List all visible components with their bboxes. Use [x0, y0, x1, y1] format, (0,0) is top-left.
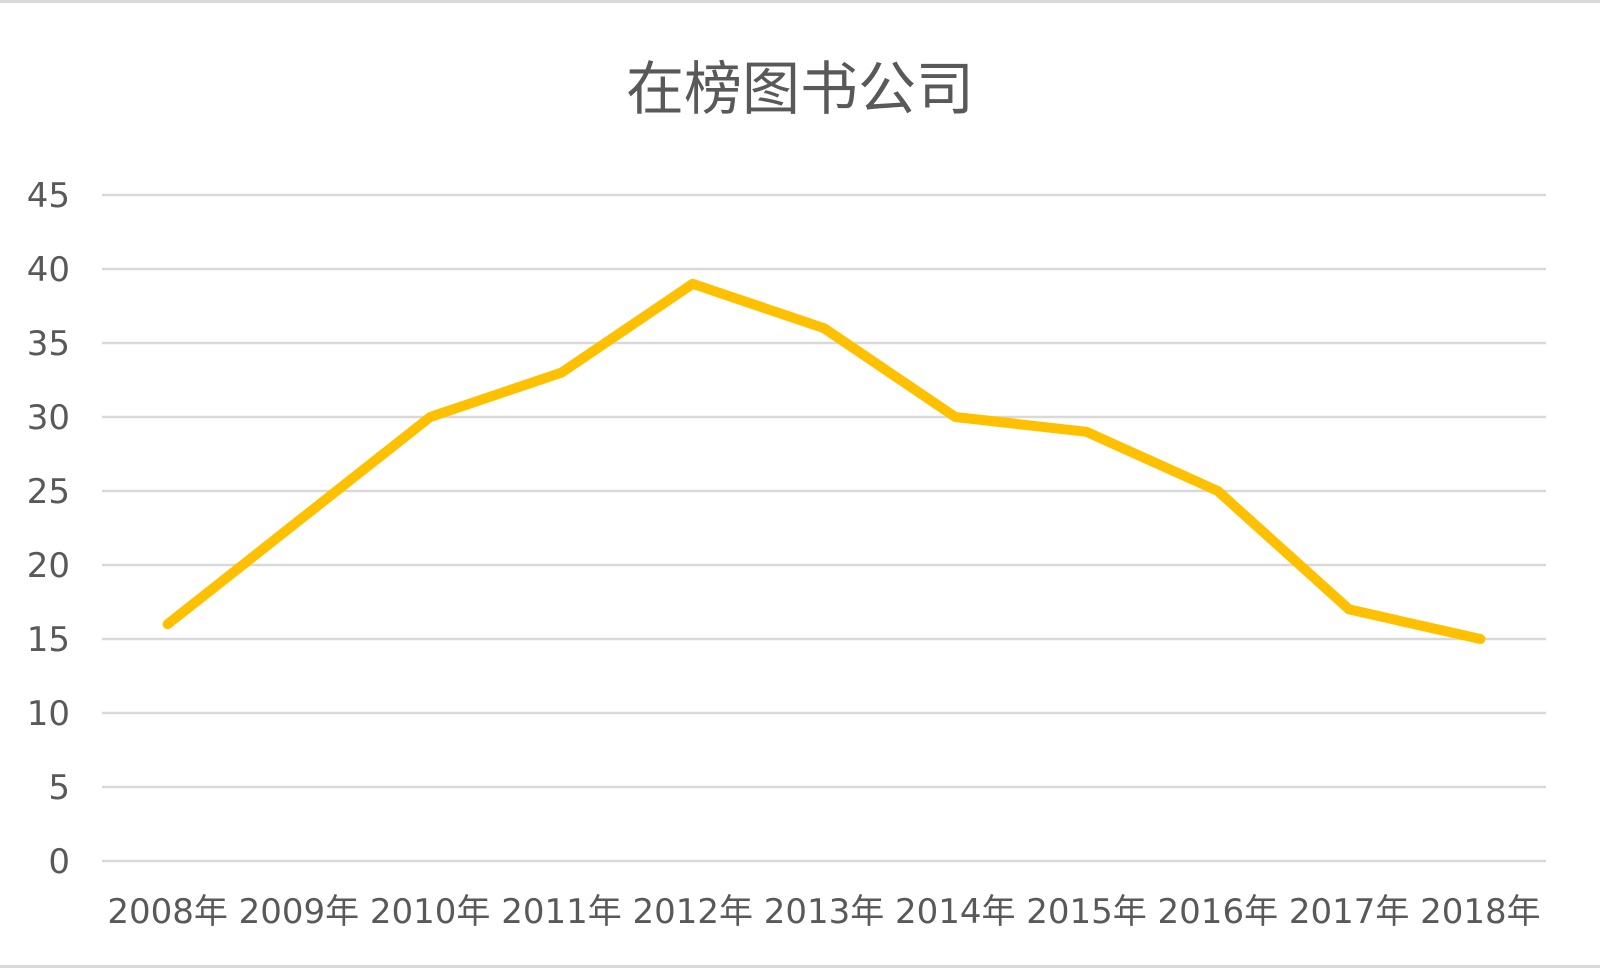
y-tick-label: 30 [27, 398, 70, 438]
x-tick-label: 2014年 [895, 892, 1016, 932]
y-tick-label: 5 [48, 768, 70, 808]
x-tick-label: 2008年 [107, 892, 228, 932]
series-lines [168, 284, 1481, 639]
x-tick-label: 2010年 [370, 892, 491, 932]
y-tick-label: 15 [27, 620, 70, 660]
y-tick-label: 40 [27, 250, 70, 290]
x-tick-label: 2009年 [239, 892, 360, 932]
x-tick-label: 2012年 [632, 892, 753, 932]
y-tick-label: 10 [27, 694, 70, 734]
y-tick-label: 25 [27, 472, 70, 512]
gridlines [102, 195, 1546, 861]
series-line [168, 284, 1481, 639]
x-tick-label: 2011年 [501, 892, 622, 932]
x-tick-label: 2016年 [1158, 892, 1279, 932]
y-tick-label: 20 [27, 546, 70, 586]
x-tick-label: 2017年 [1289, 892, 1410, 932]
y-tick-label: 0 [48, 842, 70, 882]
x-tick-label: 2018年 [1420, 892, 1541, 932]
x-tick-label: 2013年 [764, 892, 885, 932]
y-tick-label: 45 [27, 176, 70, 216]
y-tick-label: 35 [27, 324, 70, 364]
x-tick-label: 2015年 [1026, 892, 1147, 932]
y-axis-tick-labels: 0 5 10 15 20 25 30 35 40 45 [27, 176, 70, 882]
chart-title: 在榜图书公司 [626, 55, 974, 123]
